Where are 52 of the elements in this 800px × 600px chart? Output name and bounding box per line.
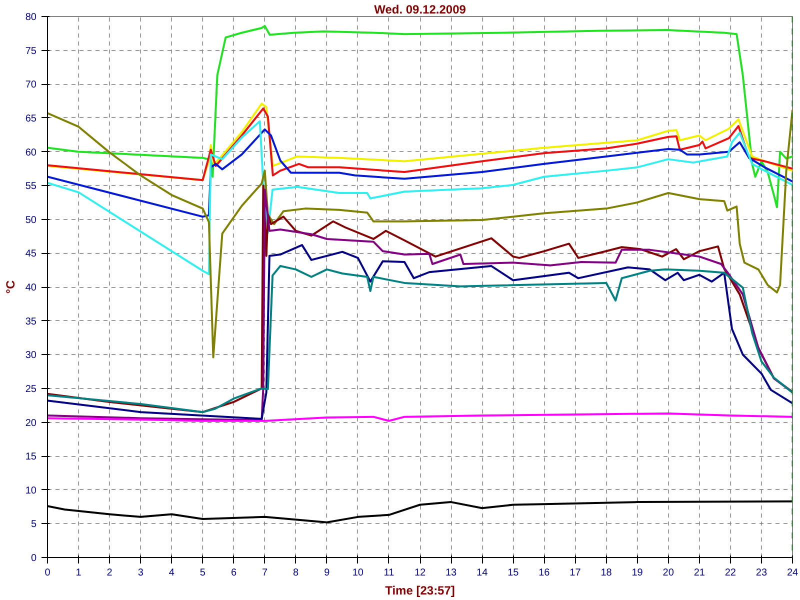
y-axis-title: °C	[3, 280, 18, 294]
line-series	[48, 120, 792, 276]
x-tick-label: 17	[570, 568, 582, 578]
y-tick-label: 80	[25, 12, 37, 23]
x-tick-label: 20	[662, 568, 674, 578]
y-tick-label: 45	[25, 248, 37, 260]
y-tick-label: 75	[25, 46, 37, 57]
x-axis-title: Time [23:57]	[385, 584, 455, 598]
y-tick-label: 25	[25, 384, 37, 395]
x-tick-label: 16	[538, 568, 550, 578]
y-tick-label: 10	[25, 485, 37, 496]
x-tick-label: 24	[786, 568, 798, 578]
x-tick-label: 19	[632, 568, 644, 578]
y-tick-label: 5	[30, 519, 37, 530]
y-tick-label: 60	[25, 147, 37, 158]
x-tick-label: 8	[293, 568, 300, 578]
y-tick-label: 55	[25, 181, 37, 192]
y-tick-label: 50	[25, 214, 37, 226]
line-series	[48, 24, 792, 208]
line-series	[48, 265, 792, 414]
x-tick-label: 4	[168, 568, 175, 578]
y-tick-label: 15	[25, 452, 37, 463]
y-tick-label: 30	[25, 350, 37, 362]
x-tick-label: 6	[230, 568, 237, 578]
x-tick-label: 15	[508, 568, 520, 578]
x-tick-label: 12	[414, 568, 426, 578]
x-tick-label: 21	[694, 568, 706, 578]
x-tick-label: 14	[476, 568, 488, 578]
y-tick-label: 65	[25, 113, 37, 124]
x-tick-label: 13	[445, 568, 458, 578]
x-tick-label: 10	[352, 568, 364, 578]
chart-title: Wed. 09.12.2009	[374, 2, 466, 16]
x-tick-label: 9	[324, 568, 330, 578]
line-series	[48, 128, 792, 218]
y-tick-label: 40	[25, 282, 37, 294]
line-series	[48, 108, 792, 358]
x-tick-label: 18	[600, 568, 612, 578]
x-tick-label: 0	[44, 568, 51, 578]
y-tick-label: 35	[25, 316, 37, 328]
line-series	[48, 412, 792, 422]
x-tick-label: 11	[384, 568, 395, 578]
x-tick-label: 5	[200, 568, 206, 578]
y-tick-label: 70	[25, 80, 37, 91]
x-tick-label: 7	[262, 568, 268, 578]
x-tick-label: 23	[756, 568, 768, 578]
x-tick-label: 22	[724, 568, 736, 578]
x-tick-label: 2	[106, 568, 113, 578]
x-tick-label: 1	[76, 568, 82, 578]
line-series	[48, 244, 792, 420]
y-tick-label: 20	[25, 418, 37, 429]
x-tick-label: 3	[138, 568, 144, 578]
y-tick-label: 0	[30, 553, 37, 564]
